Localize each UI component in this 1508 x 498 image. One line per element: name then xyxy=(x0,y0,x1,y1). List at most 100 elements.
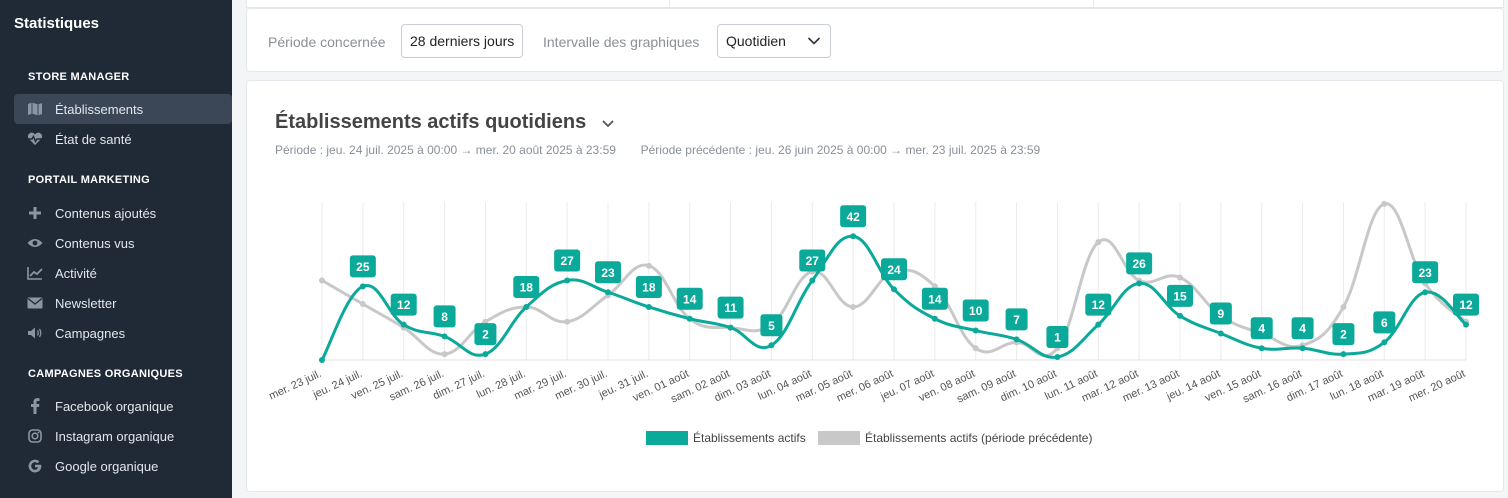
data-label-box xyxy=(635,275,662,298)
envelope-icon xyxy=(27,295,43,311)
data-point-current xyxy=(1013,336,1020,343)
data-point-previous xyxy=(972,345,979,352)
sidebar-item-facebook[interactable]: Facebook organique xyxy=(14,391,232,421)
sidebar-item-google[interactable]: Google organique xyxy=(14,451,232,481)
data-label: 23 xyxy=(1418,266,1432,280)
interval-label: Intervalle des graphiques xyxy=(543,34,700,50)
legend-swatch xyxy=(646,431,688,445)
data-label-box xyxy=(1005,308,1028,331)
data-point-current xyxy=(972,327,979,334)
legend-label: Établissements actifs (période précédent… xyxy=(865,430,1092,445)
data-point-current xyxy=(1217,330,1224,337)
data-point-current xyxy=(441,333,448,340)
data-point-current xyxy=(319,357,325,363)
data-label-box xyxy=(1250,317,1273,340)
data-label-box xyxy=(1412,261,1439,284)
data-label-box xyxy=(595,261,621,284)
interval-select-value: Quotidien xyxy=(726,33,786,49)
data-point-current xyxy=(1381,339,1388,346)
data-label-box xyxy=(760,314,783,337)
sidebar-item-contenus-ajoutes[interactable]: Contenus ajoutés xyxy=(14,198,232,228)
sidebar-item-newsletter[interactable]: Newsletter xyxy=(14,288,232,318)
sidebar-item-instagram[interactable]: Instagram organique xyxy=(14,421,232,451)
data-point-current xyxy=(809,277,816,284)
data-label-box xyxy=(1126,252,1153,275)
data-label-box xyxy=(962,299,989,322)
data-point-current xyxy=(1422,289,1429,296)
sidebar-item-activite[interactable]: Activité xyxy=(14,258,232,288)
data-label: 15 xyxy=(1173,289,1187,303)
chevron-down-icon[interactable] xyxy=(600,115,616,131)
data-point-current xyxy=(1136,280,1143,287)
data-label: 8 xyxy=(441,310,448,324)
data-label-box xyxy=(1085,293,1112,316)
sidebar-item-etablissements[interactable]: Établissements xyxy=(14,94,232,124)
summary-cards-strip xyxy=(246,0,1504,8)
data-label: 23 xyxy=(601,266,615,280)
chart-title: Établissements actifs quotidiens xyxy=(275,111,587,133)
data-label: 26 xyxy=(1132,257,1146,271)
sidebar-item-label: Instagram organique xyxy=(55,428,175,444)
period-select[interactable]: 28 derniers jours xyxy=(401,24,524,58)
section-title-campagnes-organiques: CAMPAGNES ORGANIQUES xyxy=(28,368,183,380)
interval-select[interactable]: Quotidien xyxy=(717,24,831,58)
data-label: 14 xyxy=(683,292,697,306)
data-point-current xyxy=(1299,345,1306,352)
data-label: 4 xyxy=(1299,322,1306,336)
data-point-current xyxy=(564,277,571,284)
sidebar-item-contenus-vus[interactable]: Contenus vus xyxy=(14,228,232,258)
data-point-current xyxy=(891,286,897,293)
data-point-current xyxy=(850,233,857,240)
facebook-icon xyxy=(27,398,43,414)
line-chart-icon xyxy=(27,265,43,281)
data-point-previous xyxy=(850,303,857,310)
data-label: 1 xyxy=(1054,331,1061,345)
data-label: 42 xyxy=(846,210,860,224)
sidebar-item-label: Google organique xyxy=(55,458,159,474)
data-label-box xyxy=(433,305,456,328)
filters-bar: Période concernée 28 derniers jours Inte… xyxy=(246,8,1504,72)
data-label-box xyxy=(1167,284,1193,307)
sidebar-item-label: Activité xyxy=(55,265,97,281)
data-label: 6 xyxy=(1381,316,1388,330)
data-label: 27 xyxy=(560,254,574,268)
data-label-box xyxy=(1453,293,1479,316)
previous-period-text: Période précédente : jeu. 26 juin 2025 à… xyxy=(640,143,1041,157)
speaker-icon xyxy=(27,325,43,341)
sidebar-item-label: Facebook organique xyxy=(55,398,174,414)
data-point-current xyxy=(1340,351,1347,358)
period-label: Période concernée xyxy=(268,34,386,50)
data-label: 12 xyxy=(397,298,411,312)
data-label: 18 xyxy=(520,280,534,294)
data-label: 2 xyxy=(1340,328,1347,342)
data-label-box xyxy=(349,255,376,278)
section-title-store-manager: STORE MANAGER xyxy=(28,71,130,83)
data-label: 24 xyxy=(887,263,901,277)
data-point-current xyxy=(931,315,938,322)
chart-card: Établissements actifs quotidiens Période… xyxy=(246,80,1504,492)
data-point-current xyxy=(1177,312,1183,319)
data-label-box xyxy=(1332,323,1355,346)
data-point-previous xyxy=(359,301,366,308)
data-label-box xyxy=(474,323,497,346)
data-point-current xyxy=(686,315,693,322)
data-label-box xyxy=(1373,311,1396,334)
data-point-current xyxy=(1463,321,1469,328)
app-title: Statistiques xyxy=(14,15,100,32)
data-point-previous xyxy=(1381,200,1388,207)
sidebar-item-label: Contenus ajoutés xyxy=(55,205,157,221)
data-label-box xyxy=(1291,317,1314,340)
current-period-text: Période : jeu. 24 juil. 2025 à 00:00 → m… xyxy=(275,143,616,157)
data-label: 9 xyxy=(1218,307,1225,321)
sidebar-item-campagnes[interactable]: Campagnes xyxy=(14,318,232,348)
data-point-current xyxy=(523,303,530,310)
data-point-current xyxy=(1258,345,1265,352)
data-point-previous xyxy=(319,277,325,284)
sidebar-item-etat-sante[interactable]: État de santé xyxy=(14,124,232,154)
legend-swatch xyxy=(818,431,860,445)
data-label: 18 xyxy=(642,280,656,294)
data-label-box xyxy=(554,249,581,272)
legend-label: Établissements actifs xyxy=(693,430,806,445)
data-point-current xyxy=(645,303,652,310)
data-point-current xyxy=(1054,354,1061,361)
